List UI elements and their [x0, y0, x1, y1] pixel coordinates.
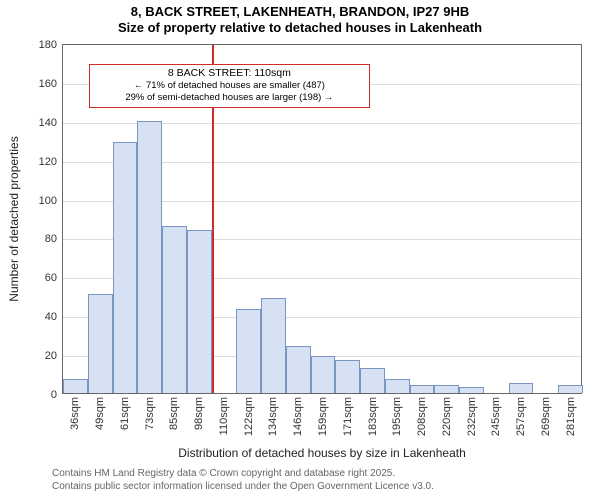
x-tick-label: 61sqm: [119, 397, 131, 430]
x-tick-label: 220sqm: [441, 397, 453, 436]
histogram-bar: [236, 309, 261, 393]
y-tick-label: 40: [45, 311, 63, 323]
x-tick-label: 134sqm: [267, 397, 279, 436]
x-tick-label: 73sqm: [144, 397, 156, 430]
histogram-bar: [113, 142, 138, 393]
x-tick-label: 281sqm: [565, 397, 577, 436]
annotation-line: ← 71% of detached houses are smaller (48…: [94, 80, 365, 92]
footer-line2: Contains public sector information licen…: [52, 481, 600, 494]
histogram-bar: [311, 356, 336, 393]
x-tick-label: 195sqm: [391, 397, 403, 436]
histogram-bar: [63, 379, 88, 393]
y-tick-label: 80: [45, 233, 63, 245]
x-tick-label: 98sqm: [193, 397, 205, 430]
x-tick-label: 232sqm: [466, 397, 478, 436]
histogram-bar: [459, 387, 484, 393]
annotation-line: 29% of semi-detached houses are larger (…: [94, 92, 365, 104]
histogram-bar: [261, 298, 286, 393]
x-tick-label: 257sqm: [515, 397, 527, 436]
x-tick-label: 245sqm: [490, 397, 502, 436]
chart-title-line2: Size of property relative to detached ho…: [0, 20, 600, 36]
y-axis-label: Number of detached properties: [7, 136, 21, 301]
y-tick-label: 20: [45, 350, 63, 362]
histogram-bar: [410, 385, 435, 393]
x-tick-label: 269sqm: [540, 397, 552, 436]
histogram-bar: [162, 226, 187, 393]
footer-line1: Contains HM Land Registry data © Crown c…: [52, 468, 600, 481]
plot-area: 02040608010012014016018036sqm49sqm61sqm7…: [62, 44, 582, 394]
x-axis-label: Distribution of detached houses by size …: [62, 446, 582, 460]
x-tick-label: 171sqm: [342, 397, 354, 436]
x-tick-label: 36sqm: [69, 397, 81, 430]
x-tick-label: 122sqm: [243, 397, 255, 436]
x-tick-label: 110sqm: [218, 397, 230, 435]
histogram-bar: [286, 346, 311, 393]
histogram-bar: [88, 294, 113, 393]
y-tick-label: 180: [39, 39, 63, 51]
footer-attribution: Contains HM Land Registry data © Crown c…: [0, 468, 600, 493]
x-tick-label: 159sqm: [317, 397, 329, 436]
x-tick-label: 85sqm: [168, 397, 180, 430]
x-tick-label: 146sqm: [292, 397, 304, 436]
y-tick-label: 60: [45, 272, 63, 284]
annotation-box: 8 BACK STREET: 110sqm← 71% of detached h…: [89, 64, 370, 108]
y-tick-label: 120: [39, 156, 63, 168]
y-tick-label: 100: [39, 195, 63, 207]
histogram-bar: [558, 385, 583, 393]
annotation-title: 8 BACK STREET: 110sqm: [94, 67, 365, 80]
chart-container: { "title": { "line1": "8, BACK STREET, L…: [0, 0, 600, 500]
histogram-bar: [187, 230, 212, 393]
y-tick-label: 0: [51, 389, 63, 401]
histogram-bar: [360, 368, 385, 393]
histogram-bar: [335, 360, 360, 393]
x-tick-label: 183sqm: [367, 397, 379, 436]
histogram-bar: [509, 383, 534, 393]
y-tick-label: 140: [39, 117, 63, 129]
chart-title-line1: 8, BACK STREET, LAKENHEATH, BRANDON, IP2…: [0, 4, 600, 20]
x-tick-label: 208sqm: [416, 397, 428, 436]
histogram-bar: [385, 379, 410, 393]
y-tick-label: 160: [39, 78, 63, 90]
histogram-bar: [137, 121, 162, 393]
x-tick-label: 49sqm: [94, 397, 106, 430]
histogram-bar: [434, 385, 459, 393]
